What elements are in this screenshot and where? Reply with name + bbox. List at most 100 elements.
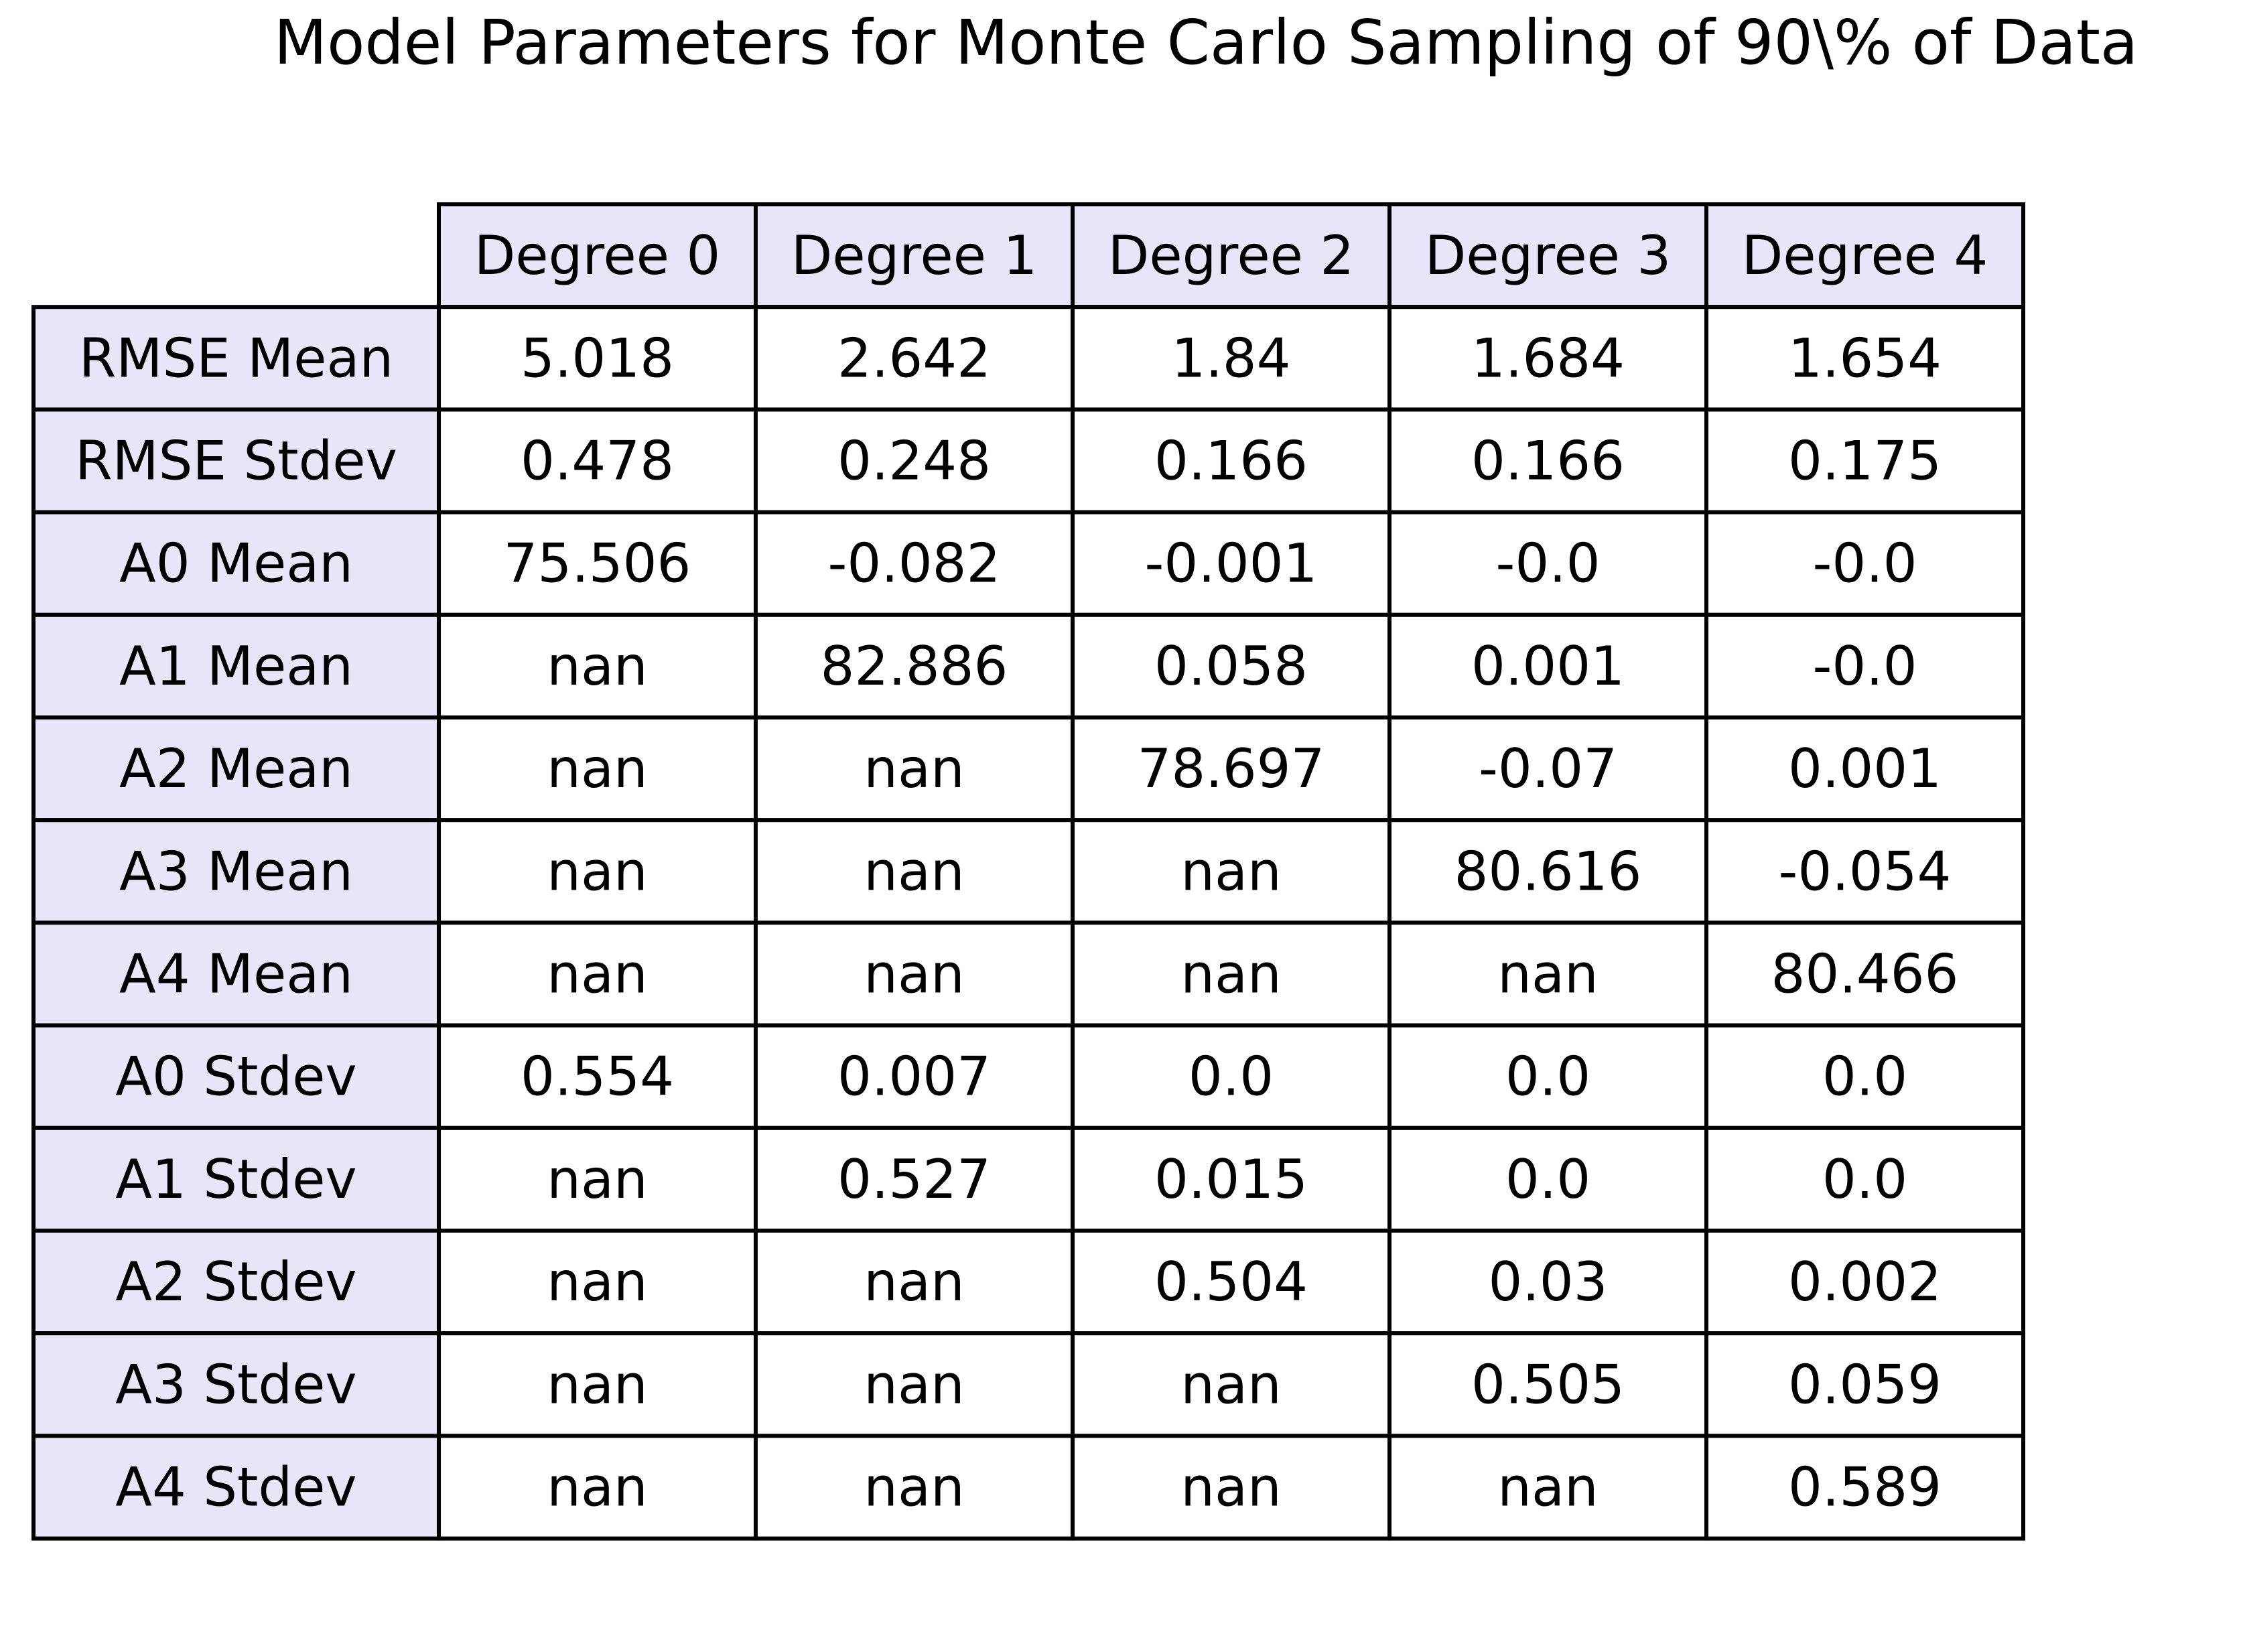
table-cell bbox=[1704, 818, 2025, 925]
cell-value: 0.002 bbox=[1788, 1251, 1942, 1313]
table-cell bbox=[754, 818, 1075, 925]
table-cell bbox=[1071, 305, 1391, 412]
cell-value: 82.886 bbox=[821, 635, 1008, 697]
cell-value: 78.697 bbox=[1138, 738, 1325, 800]
cell-value: 1.684 bbox=[1471, 327, 1625, 389]
row-header: A2 Stdev bbox=[115, 1251, 357, 1313]
cell-value: nan bbox=[547, 1353, 647, 1416]
table-cell bbox=[437, 1434, 758, 1541]
row-header: RMSE Mean bbox=[79, 327, 393, 389]
row-header-cell bbox=[31, 1434, 441, 1541]
row-header-cell bbox=[31, 1229, 441, 1336]
cell-value: nan bbox=[547, 1148, 647, 1211]
table-cell bbox=[437, 510, 758, 617]
cell-value: 0.175 bbox=[1788, 430, 1942, 492]
table-cell bbox=[754, 612, 1075, 719]
table-cell bbox=[1071, 920, 1391, 1028]
table-cell bbox=[1387, 1434, 1708, 1541]
table-cell bbox=[754, 1229, 1075, 1336]
column-header-cell bbox=[754, 202, 1075, 309]
column-header: Degree 0 bbox=[474, 224, 721, 287]
table-cell bbox=[1704, 407, 2025, 514]
cell-value: nan bbox=[547, 943, 647, 1006]
table-cell bbox=[1387, 1229, 1708, 1336]
cell-value: nan bbox=[547, 1251, 647, 1313]
table-cell bbox=[1704, 1229, 2025, 1336]
cell-value: 2.642 bbox=[837, 327, 991, 389]
row-header-cell bbox=[31, 510, 441, 617]
cell-value: nan bbox=[1180, 840, 1281, 902]
row-header: A4 Stdev bbox=[115, 1456, 357, 1519]
cell-value: 0.504 bbox=[1154, 1251, 1308, 1313]
cell-value: nan bbox=[547, 840, 647, 902]
cell-value: nan bbox=[1497, 943, 1598, 1006]
table-cell bbox=[437, 612, 758, 719]
row-header: A3 Mean bbox=[119, 840, 353, 902]
table-cell bbox=[1704, 1434, 2025, 1541]
cell-value: 0.007 bbox=[837, 1046, 991, 1108]
column-header: Degree 1 bbox=[791, 224, 1038, 287]
column-header-cell bbox=[1071, 202, 1391, 309]
table-cell bbox=[754, 407, 1075, 514]
row-header: A4 Mean bbox=[119, 943, 353, 1006]
row-header-cell bbox=[31, 715, 441, 823]
cell-value: 0.166 bbox=[1154, 430, 1308, 492]
cell-value: 0.478 bbox=[521, 430, 674, 492]
table-cell bbox=[754, 305, 1075, 412]
cell-value: 0.058 bbox=[1154, 635, 1308, 697]
table-cell bbox=[437, 715, 758, 823]
cell-value: 0.0 bbox=[1189, 1046, 1274, 1108]
cell-value: -0.054 bbox=[1779, 840, 1952, 902]
table-cell bbox=[1387, 305, 1708, 412]
cell-value: 0.166 bbox=[1471, 430, 1625, 492]
cell-value: 0.0 bbox=[1822, 1148, 1907, 1211]
row-header-cell bbox=[31, 612, 441, 719]
table-cell bbox=[437, 1023, 758, 1130]
cell-value: 0.527 bbox=[837, 1148, 991, 1211]
row-header: A0 Mean bbox=[119, 533, 353, 595]
row-header-cell bbox=[31, 1125, 441, 1233]
cell-value: -0.0 bbox=[1812, 533, 1917, 595]
table-cell bbox=[437, 407, 758, 514]
cell-value: nan bbox=[1180, 1353, 1281, 1416]
cell-value: 1.84 bbox=[1171, 327, 1290, 389]
table-cell bbox=[754, 1023, 1075, 1130]
table-cell bbox=[437, 920, 758, 1028]
cell-value: nan bbox=[547, 738, 647, 800]
cell-value: nan bbox=[547, 1456, 647, 1519]
table-cell bbox=[754, 1331, 1075, 1438]
table-cell bbox=[1071, 407, 1391, 514]
cell-value: 0.554 bbox=[521, 1046, 674, 1108]
cell-value: 0.0 bbox=[1822, 1046, 1907, 1108]
table-cell bbox=[1387, 1125, 1708, 1233]
row-header-cell bbox=[31, 407, 441, 514]
cell-value: 0.248 bbox=[837, 430, 991, 492]
cell-value: -0.0 bbox=[1812, 635, 1917, 697]
cell-value: -0.001 bbox=[1145, 533, 1318, 595]
chart-title: Model Parameters for Monte Carlo Samplin… bbox=[274, 7, 2138, 78]
table-cell bbox=[1387, 510, 1708, 617]
row-header-cell bbox=[31, 1023, 441, 1130]
cell-value: nan bbox=[864, 840, 964, 902]
cell-value: nan bbox=[864, 1456, 964, 1519]
table-cell bbox=[1387, 1023, 1708, 1130]
table-cell bbox=[437, 1125, 758, 1233]
column-header: Degree 4 bbox=[1742, 224, 1988, 287]
cell-value: nan bbox=[864, 943, 964, 1006]
column-header: Degree 3 bbox=[1425, 224, 1672, 287]
table-cell bbox=[1071, 818, 1391, 925]
column-header-cell bbox=[437, 202, 758, 309]
cell-value: nan bbox=[1180, 943, 1281, 1006]
row-header: RMSE Stdev bbox=[75, 430, 397, 492]
row-header: A0 Stdev bbox=[115, 1046, 357, 1108]
table-cell bbox=[1704, 920, 2025, 1028]
cell-value: nan bbox=[1497, 1456, 1598, 1519]
row-header: A1 Stdev bbox=[115, 1148, 357, 1211]
table-cell bbox=[1704, 510, 2025, 617]
table-cell bbox=[1387, 920, 1708, 1028]
cell-value: 5.018 bbox=[521, 327, 674, 389]
data-table: Degree 0 Degree 1 Degree 2 Degree 3 Degree 4… bbox=[31, 202, 2025, 1541]
table-cell bbox=[1387, 407, 1708, 514]
cell-value: 1.654 bbox=[1788, 327, 1942, 389]
